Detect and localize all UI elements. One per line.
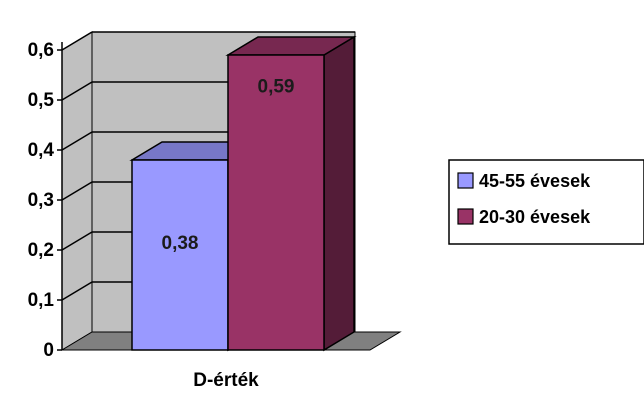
bar-front xyxy=(227,54,325,351)
y-tick-label: 0,2 xyxy=(28,240,54,261)
bar-2 xyxy=(225,35,357,352)
gridline-side xyxy=(61,81,93,101)
y-tick-label: 0,4 xyxy=(28,140,55,161)
gridline-side xyxy=(61,231,93,251)
legend-swatch xyxy=(457,172,474,189)
bar-front xyxy=(131,159,229,351)
y-axis: 0 0,1 0,2 0,3 0,4 0,5 0,6 xyxy=(28,40,63,361)
legend: 45-55 évesek 20-30 évesek xyxy=(448,159,644,245)
legend-swatch xyxy=(457,208,474,225)
y-tick-label: 0,6 xyxy=(28,40,54,61)
legend-entry: 20-30 évesek xyxy=(479,207,591,227)
legend-entry: 45-55 évesek xyxy=(479,171,591,191)
y-tick-label: 0 xyxy=(43,340,54,361)
gridline-side xyxy=(61,31,93,51)
bar-side xyxy=(323,35,355,352)
y-tick-label: 0,1 xyxy=(28,290,55,311)
gridline-side xyxy=(61,181,93,201)
y-tick-label: 0,3 xyxy=(28,190,54,211)
x-category-label: D-érték xyxy=(193,370,259,391)
legend-box xyxy=(448,159,644,245)
bars xyxy=(129,35,357,352)
gridline-side xyxy=(61,281,93,301)
gridline-side xyxy=(61,131,93,151)
data-label: 0,38 xyxy=(162,233,199,254)
data-label: 0,59 xyxy=(258,77,295,98)
labels: 0,38 0,59 D-érték xyxy=(162,77,295,392)
y-tick-label: 0,5 xyxy=(28,90,55,111)
